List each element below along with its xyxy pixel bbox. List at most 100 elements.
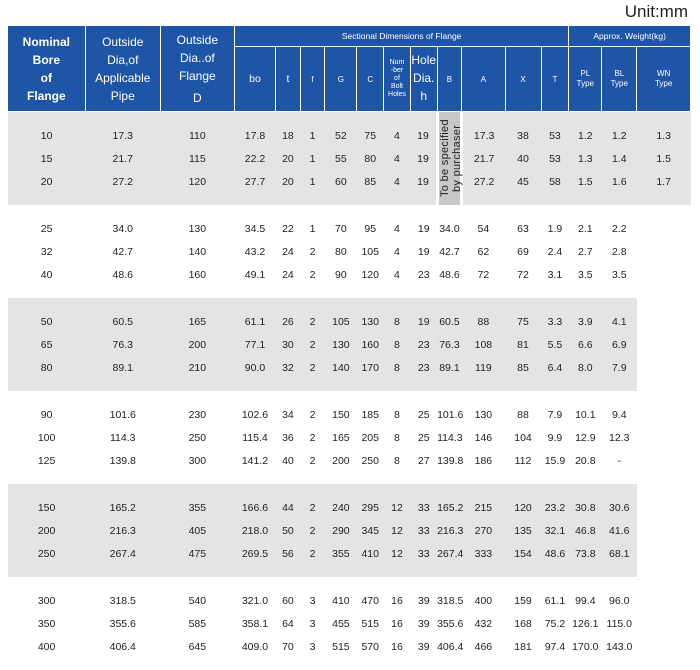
- spacer-cell: [8, 111, 86, 124]
- header-x: X: [505, 46, 542, 112]
- cell-wn-weight: 2.8: [601, 240, 637, 263]
- spacer-cell: [356, 658, 384, 670]
- table-row: 10 17.3 110 17.8 18 1 52 75 4 19 17.3 38 53 1.2 1.2 1.3: [8, 124, 691, 147]
- cell-hole-dia: 23: [410, 333, 438, 356]
- cell-hole-dia: 23: [410, 356, 438, 379]
- cell-x: 333: [461, 542, 505, 565]
- cell-bl-weight: 6.6: [568, 333, 602, 356]
- spacer-cell: [356, 286, 384, 298]
- cell-x: 108: [461, 333, 505, 356]
- spacer-cell: [568, 472, 602, 484]
- table-row: 25 34.0 130 34.5 22 1 70 95 4 19 34.0 54 63 1.9 2.1 2.2: [8, 217, 691, 240]
- spacer-cell: [356, 472, 384, 484]
- row-group: 90 101.6 230 102.6 34 2 150 185 8 25 101.6 130 88 7.9…: [8, 391, 691, 484]
- cell-bl-weight: 1.6: [601, 170, 637, 193]
- spacer-cell: [410, 298, 438, 310]
- spacer-cell: [234, 111, 276, 124]
- cell-t-upper: 53: [541, 147, 569, 170]
- spacer-cell: [568, 193, 602, 205]
- spacer-row: [8, 379, 691, 391]
- cell-bl-weight: 12.9: [568, 426, 602, 449]
- spacer-cell: [601, 205, 637, 217]
- cell-bolt-holes: 4: [383, 217, 411, 240]
- spacer-cell: [8, 472, 86, 484]
- spacer-cell: [505, 205, 542, 217]
- spacer-cell: [160, 391, 235, 403]
- spacer-cell: [601, 193, 637, 205]
- cell-g: 290: [324, 519, 357, 542]
- spacer-cell: [541, 484, 569, 496]
- cell-c: 75: [356, 124, 384, 147]
- cell-wn-weight: 6.9: [601, 333, 637, 356]
- cell-f: 3: [300, 589, 325, 612]
- cell-g: 80: [324, 240, 357, 263]
- spacer-cell: [383, 205, 411, 217]
- cell-f: 2: [300, 496, 325, 519]
- cell-x: 400: [461, 589, 505, 612]
- cell-t: 64: [275, 612, 301, 635]
- cell-bl-weight: 73.8: [568, 542, 602, 565]
- cell-t-upper: 159: [505, 589, 542, 612]
- cell-a: 406.4: [437, 635, 463, 658]
- cell-nominal: 32: [8, 240, 86, 263]
- cell-bo: 17.8: [234, 124, 276, 147]
- spacer-cell: [410, 379, 438, 391]
- cell-f: 2: [300, 356, 325, 379]
- cell-outside-pipe: 355.6: [85, 612, 161, 635]
- spacer-cell: [324, 193, 357, 205]
- spacer-row: [8, 565, 691, 577]
- table-row: 400 406.4 645 409.0 70 3 515 570 16 39 406.4 466 181…: [8, 635, 691, 658]
- spacer-cell: [541, 577, 569, 589]
- cell-outside-pipe: 60.5: [85, 310, 161, 333]
- b-note-text: To be specified by purchaser: [438, 119, 463, 198]
- spacer-cell: [601, 111, 637, 124]
- cell-g: 140: [324, 356, 357, 379]
- cell-pl-weight: 23.2: [541, 496, 569, 519]
- cell-pl-weight: 61.1: [541, 589, 569, 612]
- cell-x: 215: [461, 496, 505, 519]
- row-group: 25 34.0 130 34.5 22 1 70 95 4 19 34.0 54 63 1.9 2.1 2.2…: [8, 205, 691, 298]
- spacer-cell: [234, 658, 276, 670]
- cell-bo: 34.5: [234, 217, 276, 240]
- spacer-cell: [541, 286, 569, 298]
- cell-f: 2: [300, 310, 325, 333]
- spacer-cell: [300, 484, 325, 496]
- cell-bolt-holes: 12: [383, 496, 411, 519]
- cell-x: 54: [461, 217, 505, 240]
- spacer-cell: [275, 484, 301, 496]
- cell-bolt-holes: 8: [383, 403, 411, 426]
- unit-label: Unit:mm: [624, 2, 688, 21]
- cell-nominal: 90: [8, 403, 86, 426]
- cell-a: 318.5: [437, 589, 463, 612]
- cell-pl-weight: 5.5: [541, 333, 569, 356]
- cell-bolt-holes: 4: [383, 240, 411, 263]
- header-g: G: [324, 46, 358, 112]
- cell-wn-weight: 68.1: [601, 542, 637, 565]
- cell-nominal: 100: [8, 426, 86, 449]
- cell-hole-dia: 33: [410, 496, 438, 519]
- cell-x: 432: [461, 612, 505, 635]
- spacer-cell: [383, 658, 411, 670]
- cell-nominal: 150: [8, 496, 86, 519]
- cell-wn-weight: 4.1: [601, 310, 637, 333]
- cell-x: 146: [461, 426, 505, 449]
- cell-hole-dia: 19: [410, 310, 438, 333]
- cell-t-upper: 63: [505, 217, 542, 240]
- cell-bl-weight: 99.4: [568, 589, 602, 612]
- cell-pl-weight: 97.4: [541, 635, 569, 658]
- header-a: A: [461, 46, 506, 112]
- spacer-cell: [85, 472, 161, 484]
- flange-dimensions-table: Nominal Bore of Flange Outside Dia,of Ap…: [8, 26, 691, 670]
- table-row: 20 27.2 120 27.7 20 1 60 85 4 19 27.2 45 58 1.5 1.6 1.7: [8, 170, 691, 193]
- cell-c: 85: [356, 170, 384, 193]
- cell-hole-dia: 19: [410, 124, 438, 147]
- cell-wn-weight: 41.6: [601, 519, 637, 542]
- cell-outside-pipe: 17.3: [85, 124, 161, 147]
- cell-c: 120: [356, 263, 384, 286]
- cell-outside-flange: 110: [160, 124, 235, 147]
- cell-g: 52: [324, 124, 357, 147]
- cell-bolt-holes: 4: [383, 170, 411, 193]
- spacer-cell: [300, 391, 325, 403]
- cell-t-upper: 112: [505, 449, 542, 472]
- table-row: 200 216.3 405 218.0 50 2 290 345 12 33 216.3 270 135…: [8, 519, 691, 542]
